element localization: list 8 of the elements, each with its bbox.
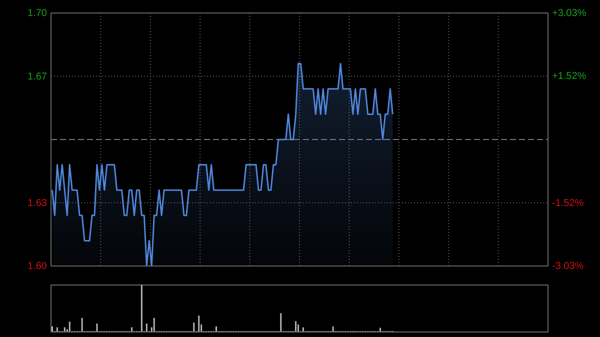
y2-tick-label: +3.03% — [552, 8, 586, 20]
y2-tick-label: +1.52% — [552, 71, 586, 82]
y-tick-label: 1.63 — [28, 198, 48, 209]
y-tick-label: 1.70 — [28, 8, 48, 20]
y-tick-label: 1.60 — [28, 261, 48, 272]
y-tick-label: 1.67 — [28, 71, 48, 82]
y2-tick-label: -1.52% — [552, 198, 584, 210]
y2-tick-label: -3.03% — [552, 261, 584, 272]
